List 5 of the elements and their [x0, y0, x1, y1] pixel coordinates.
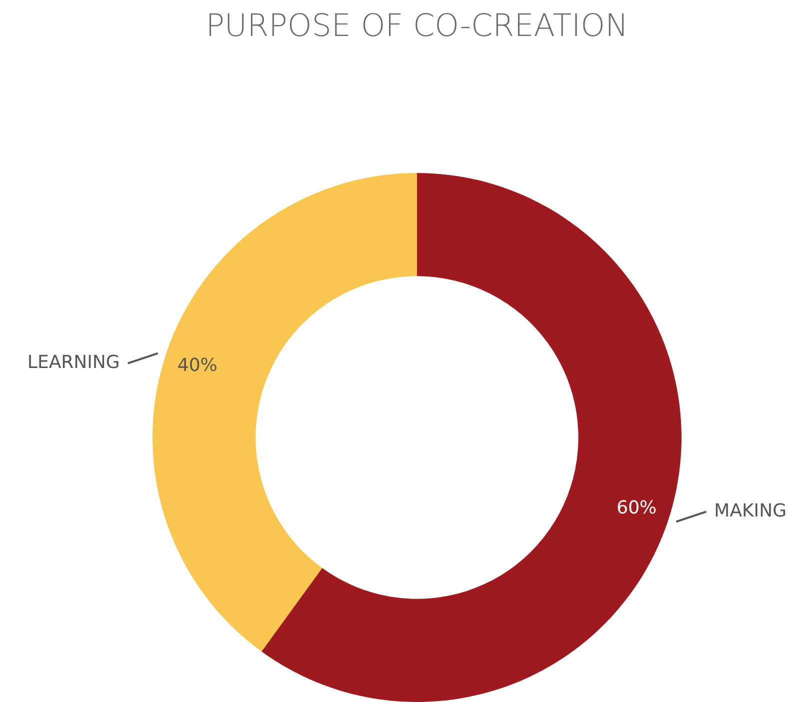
chart-title: PURPOSE OF CO-CREATION	[206, 8, 628, 44]
slice-label: LEARNING	[27, 352, 120, 373]
data-label: 40%	[177, 354, 218, 376]
slice-label: MAKING	[714, 500, 787, 522]
data-label: 60%	[616, 498, 657, 519]
